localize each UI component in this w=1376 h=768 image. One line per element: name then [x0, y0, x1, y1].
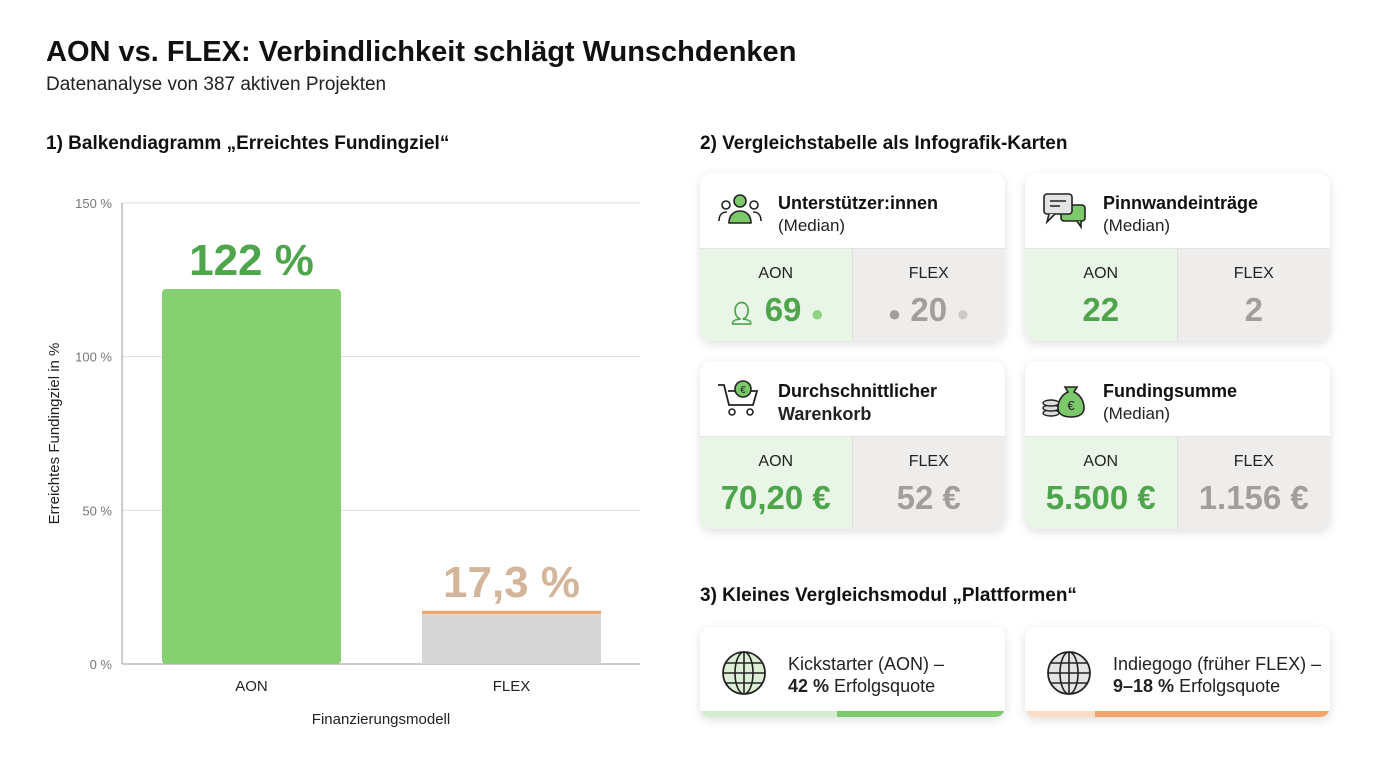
rate-bar-track	[1025, 711, 1095, 717]
bar-flex-top	[422, 610, 601, 614]
x-tick-label: FLEX	[493, 678, 531, 695]
platform-kickstarter: Kickstarter (AON) –42 % Erfolgsquote	[700, 627, 1005, 717]
data-label: 122 %	[189, 236, 314, 285]
people-icon	[718, 194, 762, 224]
page-title: AON vs. FLEX: Verbindlichkeit schlägt Wu…	[46, 36, 797, 68]
section-2-title: 2) Vergleichstabelle als Infografik-Kart…	[700, 133, 1068, 154]
aon-label: AON	[758, 265, 794, 282]
flex-cell: FLEX 52 €	[852, 437, 1005, 529]
card-pinboard: Pinnwandeinträge (Median) AON 22 FLEX 2	[1025, 173, 1330, 341]
flex-value: 1.156 €	[1198, 479, 1309, 516]
aon-cell: AON 22	[1025, 249, 1178, 341]
flex-value: 2	[1244, 291, 1263, 328]
aon-value: 70,20 €	[720, 479, 831, 516]
money-bag-icon: €	[1042, 386, 1085, 418]
card-basket: € Durchschnittlicher Warenkorb AON 70,20 …	[700, 361, 1005, 529]
svg-text:€: €	[740, 385, 746, 396]
aon-value-text: 69	[764, 291, 802, 328]
svg-text:€: €	[1067, 398, 1075, 413]
person-icon: ●	[887, 301, 902, 326]
person-icon: ●	[956, 301, 970, 326]
card-title: Durchschnittlicher	[778, 381, 938, 401]
data-label: 17,3 %	[443, 558, 580, 607]
flex-value: 52 €	[896, 479, 961, 516]
flex-cell: FLEX 1.156 €	[1177, 437, 1330, 529]
section-1-title: 1) Balkendiagramm „Erreichtes Fundingzie…	[46, 133, 450, 154]
y-tick-label: 150 %	[75, 196, 112, 211]
aon-label: AON	[1083, 265, 1119, 282]
aon-cell: AON 👤︎ 69 ●	[700, 249, 853, 341]
person-icon: ●	[810, 301, 824, 326]
platform-rate: 42 %	[788, 676, 830, 696]
flex-label: FLEX	[908, 265, 949, 282]
platform-rate: 9–18 %	[1113, 676, 1175, 696]
bar-flex	[422, 610, 601, 664]
card-title: Unterstützer:innen	[778, 193, 939, 213]
chat-icon	[1043, 193, 1086, 230]
rate-bar-fill	[1095, 711, 1330, 717]
aon-cell: AON 5.500 €	[1025, 437, 1178, 529]
flex-label: FLEX	[908, 453, 949, 470]
cart-euro-icon: €	[718, 380, 759, 416]
aon-label: AON	[758, 453, 794, 470]
x-tick-label: AON	[235, 678, 268, 695]
flex-value: ● 20 ●	[853, 291, 1006, 329]
y-tick-label: 100 %	[75, 350, 112, 365]
y-tick-label: 50 %	[82, 503, 112, 518]
platform-name: Indiegogo (früher FLEX) –	[1113, 654, 1322, 674]
aon-label: AON	[1083, 453, 1119, 470]
flex-label: FLEX	[1233, 265, 1274, 282]
aon-value: 22	[1082, 291, 1120, 328]
platform-indiegogo: Indiegogo (früher FLEX) –9–18 % Erfolgsq…	[1025, 627, 1330, 717]
flex-label: FLEX	[1233, 453, 1274, 470]
aon-value: 5.500 €	[1045, 479, 1156, 516]
card-subtitle: (Median)	[1103, 404, 1171, 423]
card-subtitle: (Median)	[778, 216, 846, 235]
rate-bar-fill	[837, 711, 1005, 717]
y-tick-label: 0 %	[90, 657, 113, 672]
card-title: Fundingsumme	[1103, 381, 1237, 401]
platform-name: Kickstarter (AON) –	[788, 654, 945, 674]
platform-rate-suffix: Erfolgsquote	[1174, 676, 1281, 696]
card-subtitle: Warenkorb	[778, 404, 872, 424]
platform-rate-suffix: Erfolgsquote	[829, 676, 936, 696]
section-3-title: 3) Kleines Vergleichsmodul „Plattformen“	[700, 585, 1077, 606]
flex-value-text: 20	[910, 291, 948, 328]
flex-cell: FLEX ● 20 ●	[852, 249, 1006, 341]
y-axis-label: Erreichtes Fundingziel in %	[46, 343, 63, 525]
globe-icon	[722, 651, 766, 695]
card-title: Pinnwandeinträge	[1103, 193, 1259, 213]
bar-aon	[162, 289, 341, 664]
aon-cell: AON 70,20 €	[700, 437, 853, 529]
bar-chart: 0 % 50 % 100 % 150 % 122 % AON 17,3 % FLEX Finan…	[46, 196, 640, 728]
card-supporters: Unterstützer:innen (Median) AON 👤︎ 69 ● F…	[700, 173, 1005, 341]
card-funding-sum: € Fundingsumme (Median) AON 5.500 € FLEX 1…	[1025, 361, 1330, 529]
aon-value: 👤︎ 69 ●	[700, 291, 852, 329]
globe-icon	[1047, 651, 1091, 695]
page-subtitle: Datenanalyse von 387 aktiven Projekten	[46, 74, 387, 95]
rate-bar-track	[700, 711, 837, 717]
card-subtitle: (Median)	[1103, 216, 1171, 235]
flex-cell: FLEX 2	[1177, 249, 1330, 341]
x-axis-label: Finanzierungsmodell	[312, 711, 450, 728]
person-outline-icon: 👤︎	[727, 301, 756, 326]
